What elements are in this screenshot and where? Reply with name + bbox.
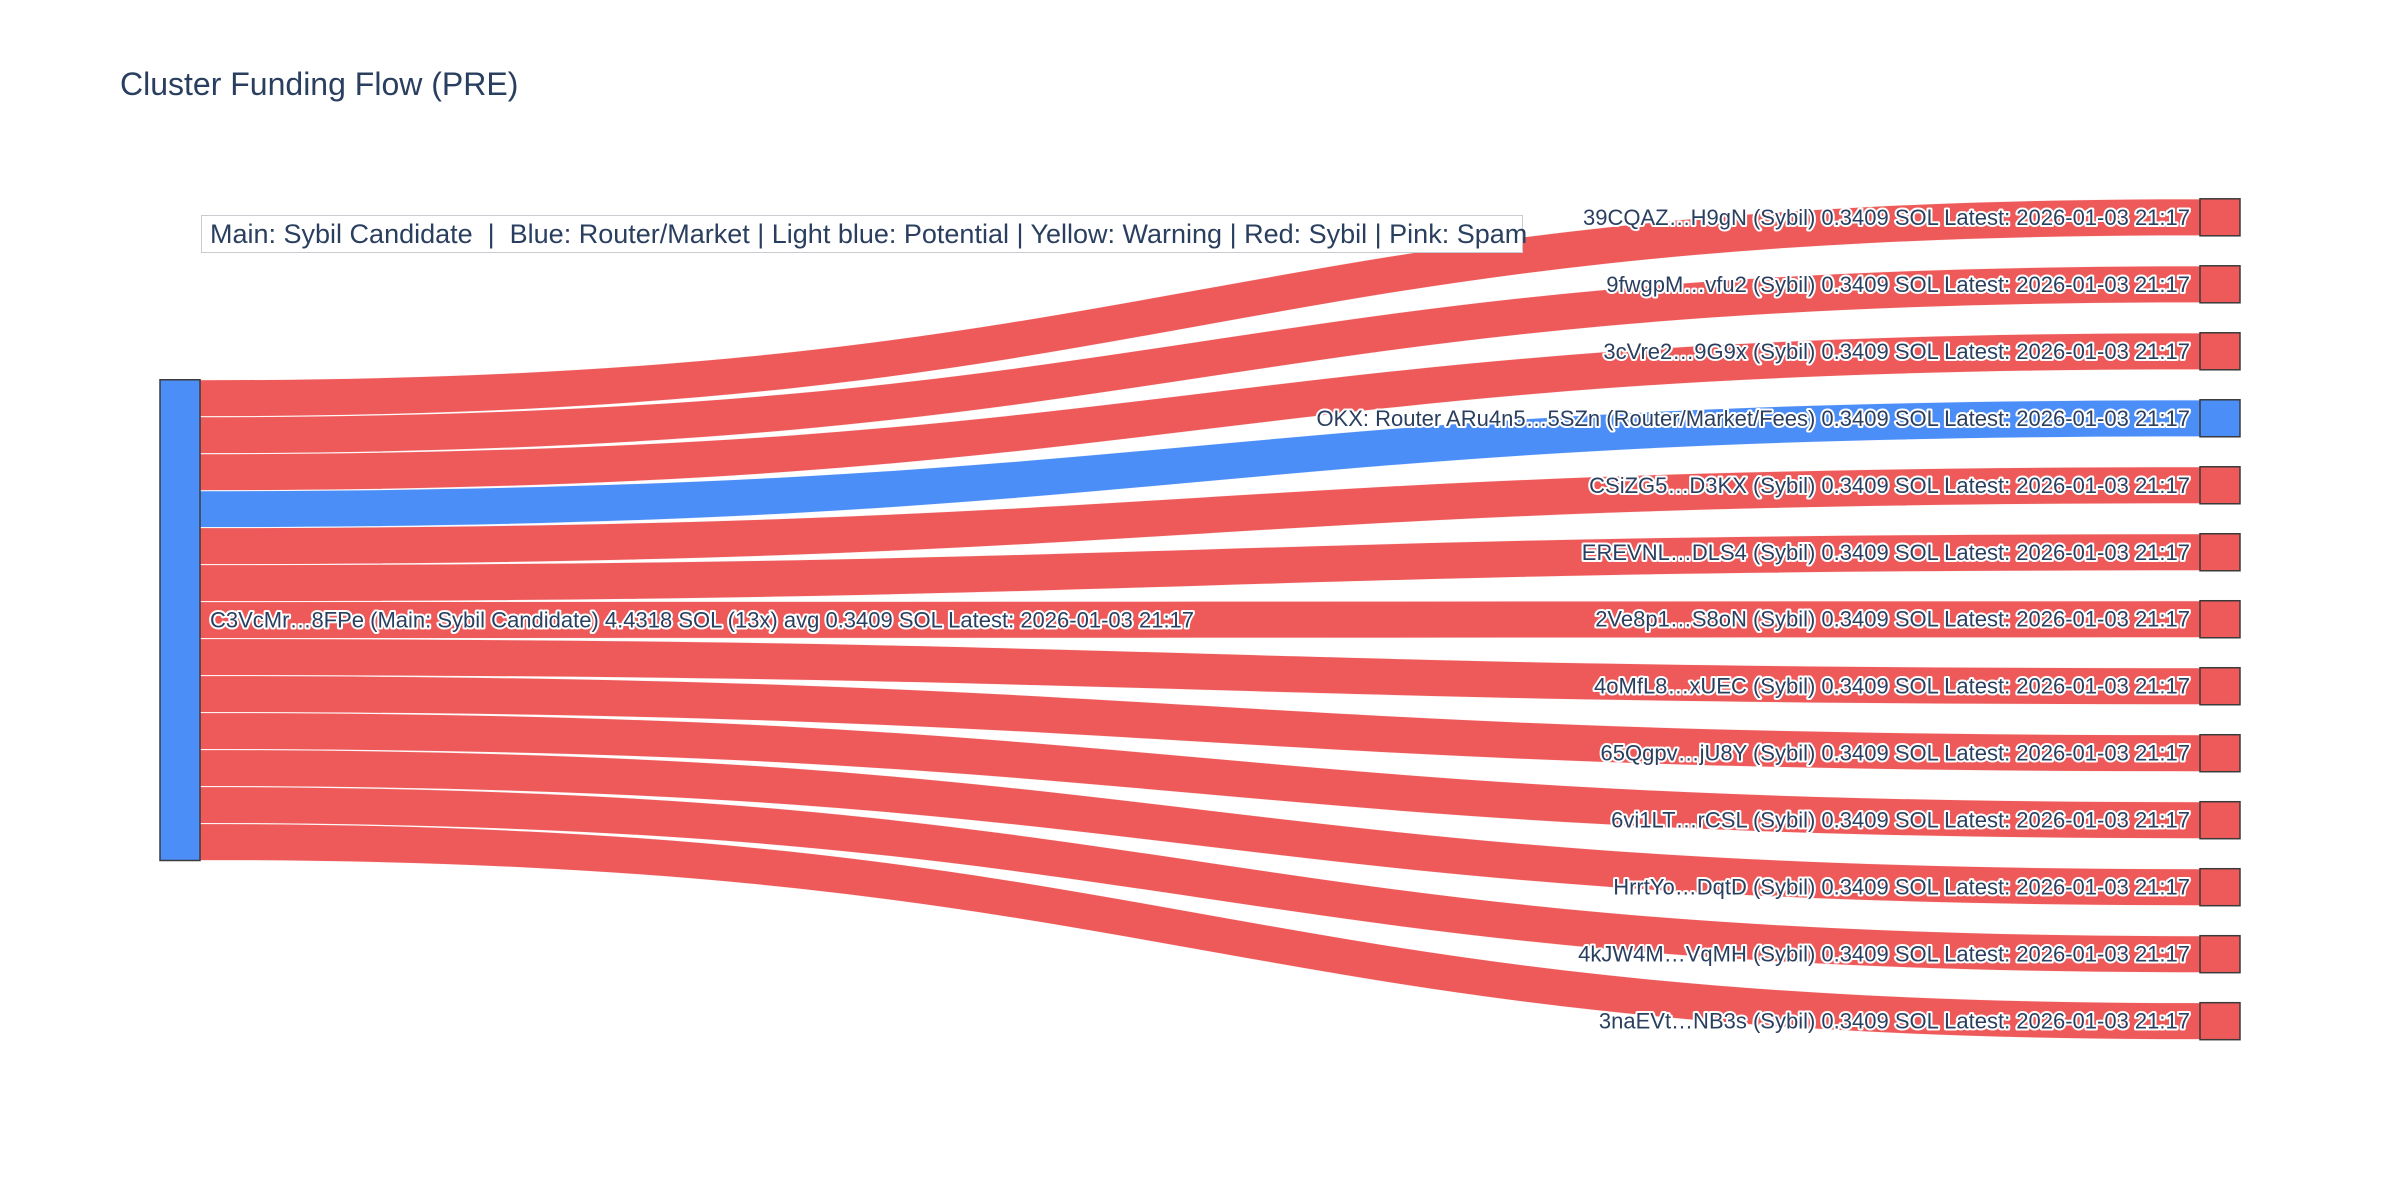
svg-text:4kJW4M…VqMH (Sybil) 0.3409 SOL: 4kJW4M…VqMH (Sybil) 0.3409 SOL Latest: 2… bbox=[1578, 942, 2190, 967]
svg-text:CSiZG5…D3KX (Sybil) 0.3409 SOL: CSiZG5…D3KX (Sybil) 0.3409 SOL Latest: 2… bbox=[1589, 473, 2190, 498]
svg-text:9fwgpM…vfu2 (Sybil) 0.3409 SOL: 9fwgpM…vfu2 (Sybil) 0.3409 SOL Latest: 2… bbox=[1606, 272, 2190, 297]
svg-text:OKX: Router ARu4n5…5SZn (Route: OKX: Router ARu4n5…5SZn (Router/Market/F… bbox=[1316, 406, 2190, 431]
svg-text:65Qgpv…jU8Y (Sybil) 0.3409 SOL: 65Qgpv…jU8Y (Sybil) 0.3409 SOL Latest: 2… bbox=[1601, 741, 2190, 766]
svg-text:3naEVt…NB3s (Sybil) 0.3409 SOL: 3naEVt…NB3s (Sybil) 0.3409 SOL Latest: 2… bbox=[1599, 1009, 2190, 1034]
svg-text:4oMfL8…xUEC (Sybil) 0.3409 SOL: 4oMfL8…xUEC (Sybil) 0.3409 SOL Latest: 2… bbox=[1594, 674, 2190, 699]
svg-text:39CQAZ…H9gN (Sybil) 0.3409 SOL: 39CQAZ…H9gN (Sybil) 0.3409 SOL Latest: 2… bbox=[1583, 205, 2190, 230]
svg-text:EREVNL…DLS4 (Sybil) 0.3409 SOL: EREVNL…DLS4 (Sybil) 0.3409 SOL Latest: 2… bbox=[1582, 540, 2190, 565]
svg-text:HrrtYo…DqtD (Sybil) 0.3409 SOL: HrrtYo…DqtD (Sybil) 0.3409 SOL Latest: 2… bbox=[1613, 875, 2190, 900]
svg-text:6vi1LT…rCSL (Sybil) 0.3409 SOL: 6vi1LT…rCSL (Sybil) 0.3409 SOL Latest: 2… bbox=[1611, 808, 2190, 833]
svg-text:C3VcMr…8FPe (Main: Sybil Candi: C3VcMr…8FPe (Main: Sybil Candidate) 4.43… bbox=[210, 608, 1194, 633]
svg-text:3cVre2…9G9x (Sybil) 0.3409 SOL: 3cVre2…9G9x (Sybil) 0.3409 SOL Latest: 2… bbox=[1603, 339, 2190, 364]
svg-text:2Ve8p1…S8oN (Sybil) 0.3409 SOL: 2Ve8p1…S8oN (Sybil) 0.3409 SOL Latest: 2… bbox=[1595, 607, 2190, 632]
